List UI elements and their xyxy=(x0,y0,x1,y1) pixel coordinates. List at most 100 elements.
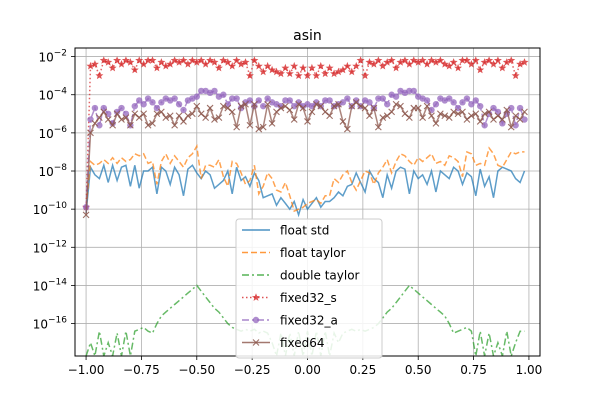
data-point xyxy=(211,116,218,123)
data-point xyxy=(344,95,351,102)
data-point xyxy=(171,95,178,102)
data-point xyxy=(459,99,466,106)
data-point xyxy=(299,63,308,72)
data-point xyxy=(192,58,201,66)
axes: −1.00 −0.75 −0.50 −0.25 0.00 0.25 0.50 0.75 1.00… xyxy=(33,49,543,377)
data-point xyxy=(122,114,130,121)
data-point xyxy=(219,102,227,110)
legend-label: fixed64 xyxy=(280,336,325,350)
data-point xyxy=(516,116,524,123)
data-point xyxy=(162,114,170,121)
data-point xyxy=(285,69,294,78)
data-point xyxy=(436,110,444,118)
data-point xyxy=(246,121,254,129)
data-point xyxy=(91,104,99,112)
data-point xyxy=(126,58,135,66)
data-point xyxy=(153,110,161,118)
data-point xyxy=(157,58,166,66)
data-point xyxy=(193,93,200,100)
data-point xyxy=(379,95,386,102)
data-point xyxy=(242,100,249,108)
y-tick-label: 10−12 xyxy=(33,239,67,255)
data-point xyxy=(233,95,240,102)
data-point xyxy=(432,119,440,127)
data-point xyxy=(498,63,507,72)
data-point xyxy=(379,114,387,121)
data-point xyxy=(471,56,480,64)
series-layer xyxy=(82,56,529,356)
y-tick-label: 10−8 xyxy=(38,163,67,179)
data-point xyxy=(507,56,516,64)
data-point xyxy=(87,129,94,137)
data-point xyxy=(445,114,453,121)
data-point xyxy=(117,60,126,68)
data-point xyxy=(95,71,104,80)
data-point xyxy=(113,110,121,118)
data-point xyxy=(202,114,210,121)
data-point xyxy=(295,99,302,106)
data-point xyxy=(99,56,108,64)
data-point xyxy=(459,108,466,116)
data-point xyxy=(409,56,418,64)
data-point xyxy=(396,58,405,66)
y-tick-label: 10−14 xyxy=(33,277,68,293)
data-point xyxy=(184,112,192,120)
data-point xyxy=(366,99,373,106)
data-point xyxy=(179,56,188,64)
data-point xyxy=(521,108,528,116)
data-point xyxy=(118,104,125,112)
data-point xyxy=(410,87,417,95)
legend-label: fixed32_s xyxy=(280,291,337,305)
data-point xyxy=(241,58,250,66)
data-point xyxy=(317,102,325,110)
data-point xyxy=(370,104,378,112)
data-point xyxy=(166,60,175,68)
data-point xyxy=(436,56,445,64)
data-point xyxy=(369,60,378,68)
data-point xyxy=(334,67,343,76)
data-point xyxy=(423,102,431,110)
data-point xyxy=(157,108,165,116)
data-point xyxy=(260,102,267,110)
data-point xyxy=(322,97,329,104)
data-point xyxy=(135,56,144,64)
legend-item: fixed32_s xyxy=(242,291,337,305)
data-point xyxy=(454,110,462,118)
data-point xyxy=(245,71,254,80)
data-point xyxy=(304,118,311,125)
data-point xyxy=(82,211,90,219)
data-point xyxy=(307,63,316,72)
data-point xyxy=(152,63,161,72)
data-point xyxy=(450,99,457,106)
data-point xyxy=(140,101,147,108)
data-point xyxy=(286,106,294,114)
legend-item: fixed64 xyxy=(242,336,325,350)
data-point xyxy=(263,61,272,70)
series-float-taylor xyxy=(85,143,525,213)
legend-label: fixed32_a xyxy=(280,314,338,328)
data-point xyxy=(512,122,519,129)
data-point xyxy=(180,106,187,114)
data-point xyxy=(255,125,263,133)
data-point xyxy=(366,112,373,120)
y-tick-label: 10−6 xyxy=(38,125,67,141)
data-point xyxy=(144,56,153,64)
x-tick-label: −0.75 xyxy=(123,363,160,377)
data-point xyxy=(339,99,347,106)
data-point xyxy=(503,106,511,114)
data-point xyxy=(485,56,494,64)
data-point xyxy=(477,102,484,110)
data-point xyxy=(264,100,272,108)
data-point xyxy=(392,93,400,100)
data-point xyxy=(446,95,453,102)
data-point xyxy=(290,116,298,123)
x-tick-label: −1.00 xyxy=(68,363,105,377)
data-point xyxy=(467,60,476,68)
data-point xyxy=(198,87,205,95)
data-point xyxy=(237,60,246,68)
data-point xyxy=(286,97,293,104)
series-line xyxy=(85,58,525,208)
y-tick-label: 10−10 xyxy=(33,201,68,217)
data-point xyxy=(507,123,515,131)
